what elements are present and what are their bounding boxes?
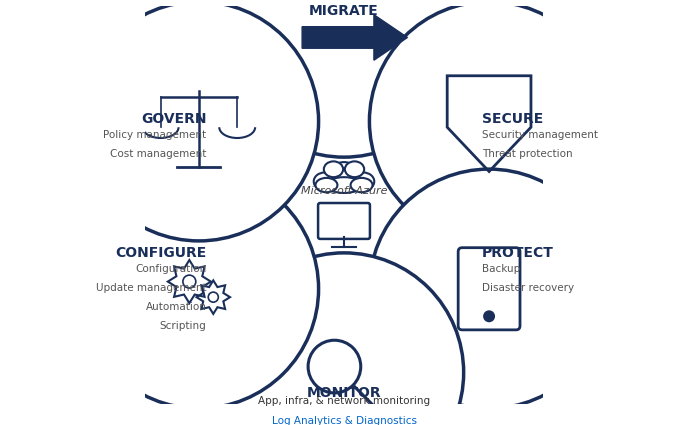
Ellipse shape	[345, 162, 364, 177]
Text: MIGRATE: MIGRATE	[309, 3, 379, 17]
Text: Backup: Backup	[482, 264, 520, 274]
Circle shape	[224, 0, 464, 157]
Circle shape	[183, 275, 196, 288]
Text: Log Analytics & Diagnostics: Log Analytics & Diagnostics	[272, 416, 416, 425]
Ellipse shape	[324, 162, 343, 177]
Circle shape	[79, 2, 319, 241]
Circle shape	[79, 169, 319, 408]
Text: Configuration: Configuration	[135, 264, 206, 274]
Circle shape	[208, 292, 218, 302]
Circle shape	[224, 253, 464, 425]
Text: Disaster recovery: Disaster recovery	[482, 283, 574, 293]
Ellipse shape	[316, 178, 337, 192]
Text: Update management: Update management	[96, 283, 206, 293]
Text: MONITOR: MONITOR	[307, 386, 381, 400]
Ellipse shape	[325, 177, 363, 193]
Text: Scripting: Scripting	[160, 321, 206, 331]
Text: SECURE: SECURE	[482, 112, 543, 126]
Text: GOVERN: GOVERN	[141, 112, 206, 126]
Text: CONFIGURE: CONFIGURE	[115, 246, 206, 260]
Ellipse shape	[332, 162, 356, 182]
Text: Security management: Security management	[482, 130, 598, 140]
Text: Threat protection: Threat protection	[482, 149, 572, 159]
Text: Cost management: Cost management	[110, 149, 206, 159]
FancyArrow shape	[302, 15, 407, 60]
Circle shape	[483, 310, 495, 322]
Text: Microsoft Azure: Microsoft Azure	[301, 186, 387, 196]
Ellipse shape	[314, 173, 336, 190]
Text: Automation: Automation	[146, 302, 206, 312]
Text: App, infra, & network monitoring: App, infra, & network monitoring	[258, 397, 430, 406]
Circle shape	[369, 169, 609, 408]
Circle shape	[369, 2, 609, 241]
Ellipse shape	[352, 173, 374, 190]
Ellipse shape	[351, 178, 372, 192]
Text: Policy management: Policy management	[103, 130, 206, 140]
FancyBboxPatch shape	[318, 203, 370, 239]
Text: PROTECT: PROTECT	[482, 246, 553, 260]
